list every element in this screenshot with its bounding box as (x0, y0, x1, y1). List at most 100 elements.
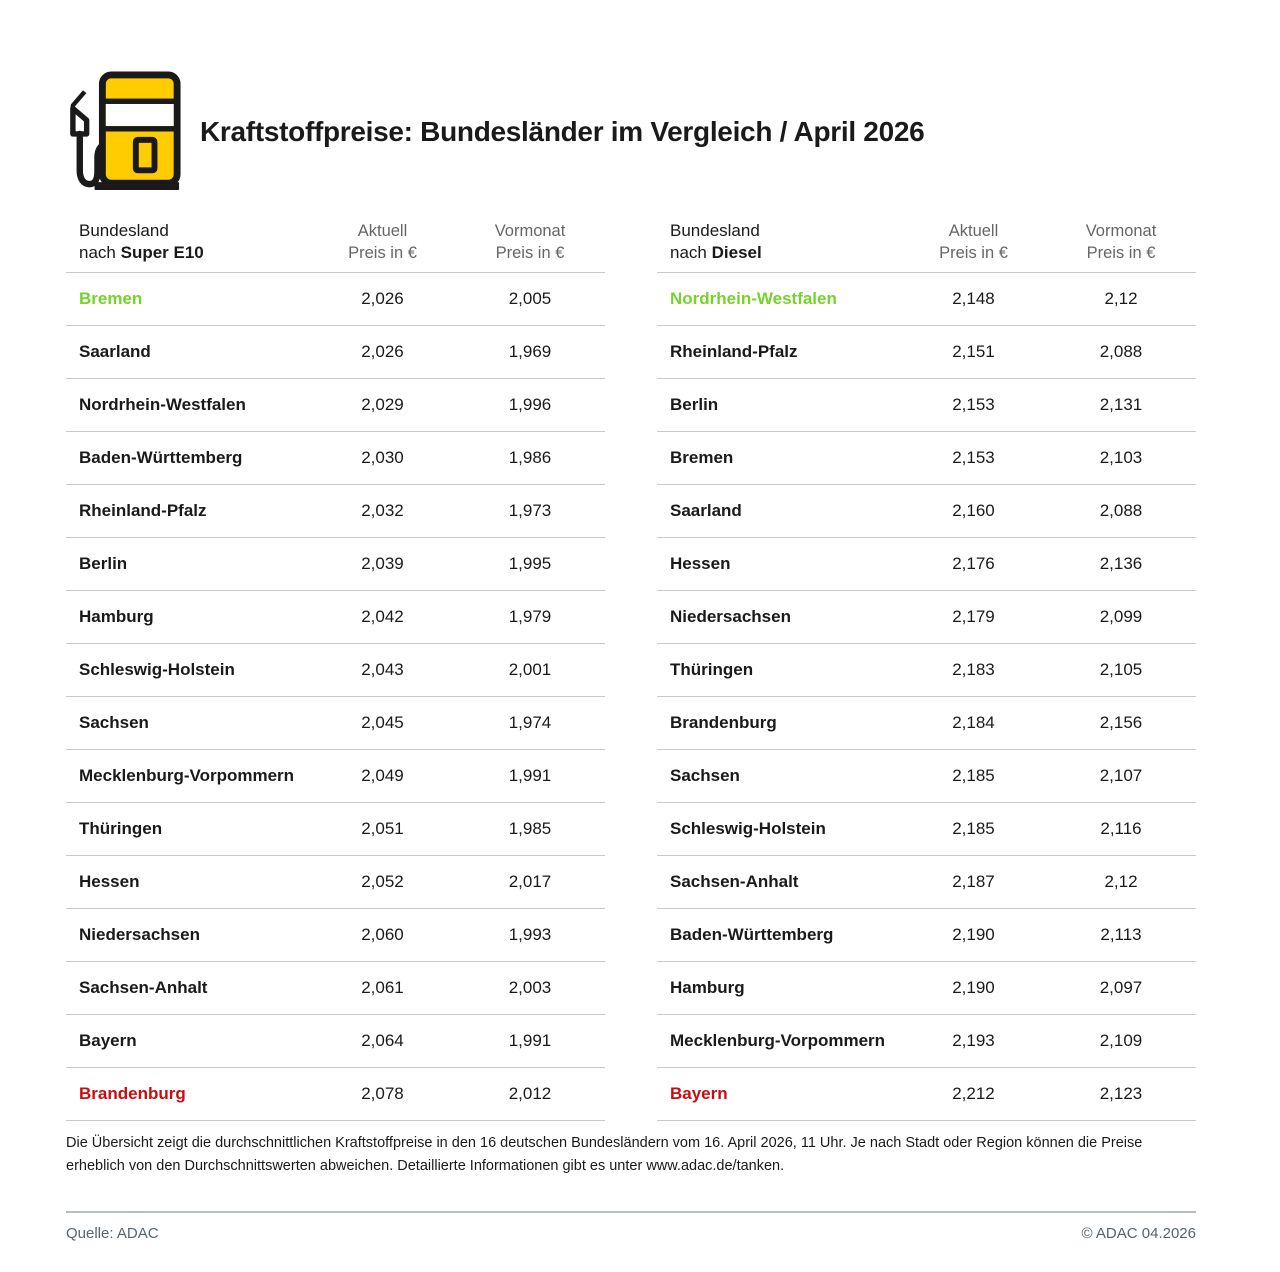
table-diesel: Bundesland nach Diesel Aktuell Preis in … (657, 220, 1196, 1121)
price-previous: 2,017 (508, 872, 552, 891)
price-previous: 2,003 (508, 978, 552, 997)
table-row: Hamburg 2,042 1,979 (66, 591, 605, 644)
price-previous: 1,991 (508, 766, 552, 785)
price-previous: 2,116 (1100, 819, 1142, 838)
column-header-previous: Vormonat Preis in € (455, 220, 605, 264)
price-current: 2,052 (361, 872, 404, 891)
price-current: 2,190 (952, 925, 995, 944)
price-previous: 1,973 (508, 501, 552, 520)
column-header-current: Aktuell Preis in € (310, 220, 455, 264)
price-current: 2,151 (952, 342, 995, 361)
table-row: Berlin 2,153 2,131 (657, 379, 1196, 432)
table-title: Bundesland nach Diesel (657, 220, 901, 264)
column-header-current-line1: Aktuell (948, 222, 999, 240)
footer: Quelle: ADAC © ADAC 04.2026 (66, 1225, 1196, 1242)
state-name: Hamburg (79, 607, 154, 626)
state-name: Sachsen-Anhalt (79, 978, 208, 997)
state-name: Niedersachsen (670, 607, 791, 626)
table-row: Bremen 2,026 2,005 (66, 273, 605, 326)
price-previous: 2,001 (508, 660, 552, 679)
price-current: 2,045 (361, 713, 404, 732)
state-name: Hamburg (670, 978, 745, 997)
state-name: Mecklenburg-Vorpommern (79, 766, 295, 785)
price-current: 2,190 (952, 978, 995, 997)
source-label: Quelle: ADAC (66, 1225, 159, 1242)
table-title-line1: Bundesland (79, 221, 169, 240)
table-row: Hessen 2,052 2,017 (66, 856, 605, 909)
table-row: Baden-Württemberg 2,030 1,986 (66, 432, 605, 485)
table-row: Rheinland-Pfalz 2,151 2,088 (657, 326, 1196, 379)
price-current: 2,060 (361, 925, 404, 944)
price-previous: 2,099 (1099, 607, 1143, 626)
price-previous: 2,136 (1099, 554, 1143, 573)
header: Kraftstoffpreise: Bundesländer im Vergle… (66, 70, 1196, 194)
price-current: 2,176 (952, 554, 995, 573)
price-current: 2,026 (361, 289, 404, 308)
table-row: Rheinland-Pfalz 2,032 1,973 (66, 485, 605, 538)
state-name: Brandenburg (79, 1084, 186, 1103)
price-previous: 2,131 (1099, 395, 1143, 414)
price-current: 2,193 (952, 1031, 995, 1050)
state-name: Nordrhein-Westfalen (79, 395, 246, 414)
price-current: 2,061 (361, 978, 404, 997)
price-previous: 2,123 (1099, 1084, 1143, 1103)
fuel-pump-icon (70, 71, 181, 191)
state-name: Baden-Württemberg (670, 925, 834, 944)
table-title: Bundesland nach Super E10 (66, 220, 310, 264)
state-name: Hessen (670, 554, 731, 573)
table-row: Saarland 2,026 1,969 (66, 326, 605, 379)
table-row: Thüringen 2,051 1,985 (66, 803, 605, 856)
price-previous: 2,012 (508, 1084, 552, 1103)
table-body-super-e10: Bremen 2,026 2,005 Saarland 2,026 1,969 Nordrh… (66, 273, 605, 1121)
table-body-diesel: Nordrhein-Westfalen 2,148 2,12 Rheinland-Pf… (657, 273, 1196, 1121)
price-current: 2,039 (361, 554, 404, 573)
price-current: 2,187 (952, 872, 995, 891)
price-previous: 2,088 (1099, 501, 1143, 520)
price-current: 2,078 (361, 1084, 404, 1103)
table-row: Brandenburg 2,184 2,156 (657, 697, 1196, 750)
state-name: Saarland (79, 342, 151, 361)
price-current: 2,153 (952, 395, 995, 414)
table-row: Sachsen-Anhalt 2,187 2,12 (657, 856, 1196, 909)
column-header-current-line2: Preis in € (939, 244, 1008, 262)
table-row: Sachsen 2,045 1,974 (66, 697, 605, 750)
fuel-type-label: Diesel (711, 243, 762, 262)
state-name: Brandenburg (670, 713, 777, 732)
price-previous: 1,995 (508, 554, 552, 573)
column-header-current: Aktuell Preis in € (901, 220, 1046, 264)
state-name: Berlin (79, 554, 128, 573)
table-row: Sachsen-Anhalt 2,061 2,003 (66, 962, 605, 1015)
state-name: Bremen (670, 448, 734, 467)
table-row: Nordrhein-Westfalen 2,148 2,12 (657, 273, 1196, 326)
state-name: Rheinland-Pfalz (79, 501, 207, 520)
table-row: Bayern 2,064 1,991 (66, 1015, 605, 1068)
state-name: Saarland (670, 501, 742, 520)
table-row: Niedersachsen 2,179 2,099 (657, 591, 1196, 644)
footer-divider (66, 1211, 1196, 1213)
price-previous: 1,969 (508, 342, 552, 361)
price-current: 2,032 (361, 501, 404, 520)
price-previous: 2,088 (1099, 342, 1143, 361)
state-name: Sachsen (670, 766, 740, 785)
table-row: Niedersachsen 2,060 1,993 (66, 909, 605, 962)
table-row: Mecklenburg-Vorpommern 2,193 2,109 (657, 1015, 1196, 1068)
price-previous: 2,097 (1099, 978, 1143, 997)
table-row: Berlin 2,039 1,995 (66, 538, 605, 591)
footnote-text: Die Übersicht zeigt die durchschnittlich… (66, 1135, 1143, 1174)
column-header-previous: Vormonat Preis in € (1046, 220, 1196, 264)
table-row: Hamburg 2,190 2,097 (657, 962, 1196, 1015)
state-name: Thüringen (670, 660, 754, 679)
state-name: Bayern (79, 1031, 137, 1050)
price-current: 2,153 (952, 448, 995, 467)
table-row: Schleswig-Holstein 2,043 2,001 (66, 644, 605, 697)
price-current: 2,051 (361, 819, 404, 838)
column-header-current-line2: Preis in € (348, 244, 417, 262)
price-current: 2,160 (952, 501, 995, 520)
price-current: 2,185 (952, 819, 995, 838)
state-name: Nordrhein-Westfalen (670, 289, 837, 308)
price-previous: 1,974 (508, 713, 552, 732)
table-title-prefix: nach (79, 243, 116, 262)
table-row: Saarland 2,160 2,088 (657, 485, 1196, 538)
table-row: Thüringen 2,183 2,105 (657, 644, 1196, 697)
state-name: Schleswig-Holstein (670, 819, 826, 838)
